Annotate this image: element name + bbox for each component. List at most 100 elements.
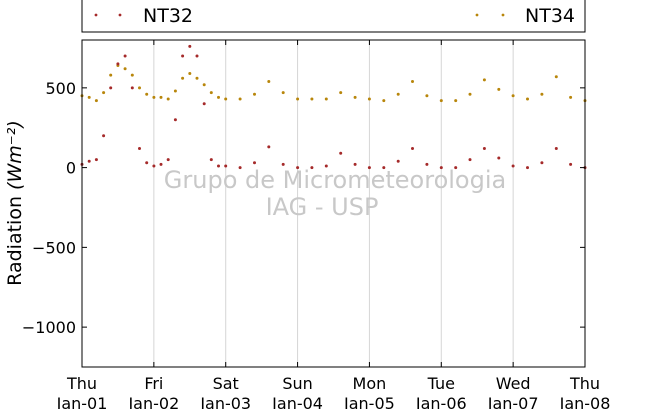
point-nt34-26	[310, 97, 314, 101]
x-tick-day: Thu	[569, 374, 600, 393]
point-nt34-27	[324, 97, 328, 101]
y-tick-label: −1000	[22, 318, 76, 337]
point-nt34-44	[569, 95, 573, 99]
point-nt32-33	[411, 147, 414, 150]
legend-label-nt32: NT32	[143, 5, 193, 27]
point-nt32-13	[173, 118, 177, 122]
point-nt34-33	[411, 80, 414, 83]
x-axis: ThuJan-01FriJan-02SatJan-03SunJan-04MonJ…	[56, 40, 611, 409]
point-nt32-8	[138, 147, 141, 150]
point-nt32-18	[209, 158, 213, 162]
point-nt34-9	[145, 92, 149, 96]
legend-label-nt34: NT34	[525, 5, 575, 27]
point-nt34-24	[281, 91, 285, 95]
y-tick-label: −500	[32, 238, 76, 257]
point-nt32-27	[324, 164, 328, 168]
x-tick-day: Fri	[144, 374, 163, 393]
watermark-line-1: Grupo de Micrometeorologia	[164, 166, 506, 194]
point-nt32-6	[123, 54, 127, 58]
y-axis: 500 0 −500 −1000	[22, 79, 585, 337]
legend-marker-nt34	[475, 13, 479, 17]
point-nt34-32	[396, 92, 400, 96]
point-nt34-28	[339, 91, 343, 95]
point-nt34-35	[439, 99, 443, 103]
point-nt32-37	[468, 158, 472, 162]
point-nt34-40	[511, 94, 515, 98]
point-nt32-30	[367, 166, 371, 170]
point-nt32-35	[439, 166, 443, 170]
point-nt32-21	[238, 166, 242, 170]
point-nt32-31	[382, 166, 386, 170]
x-tick-date: Jan-07	[487, 394, 539, 409]
point-nt34-16	[195, 76, 199, 80]
point-nt34-41	[526, 97, 529, 101]
point-nt34-34	[425, 94, 429, 98]
plot-frame	[81, 39, 586, 368]
point-nt34-37	[468, 92, 472, 96]
point-nt34-14	[181, 76, 185, 80]
point-nt34-8	[138, 86, 141, 90]
point-nt32-14	[181, 54, 185, 58]
legend-marker-nt32	[118, 13, 122, 17]
point-nt32-17	[202, 102, 206, 106]
point-nt34-19	[217, 95, 220, 99]
point-nt32-3	[102, 134, 106, 138]
x-tick-day: Tue	[427, 374, 455, 393]
point-nt34-15	[188, 72, 192, 75]
point-nt32-41	[526, 166, 529, 170]
x-tick-day: Thu	[66, 374, 97, 393]
x-tick-day: Sun	[282, 374, 312, 393]
point-nt34-21	[238, 97, 242, 101]
point-nt32-24	[281, 162, 285, 166]
point-nt32-5	[116, 62, 120, 66]
y-axis-label: Radiation (Wm⁻²)	[4, 120, 26, 286]
point-nt32-10	[152, 164, 156, 168]
x-tick-day: Sat	[213, 374, 239, 393]
legend-box	[81, 0, 586, 33]
point-nt32-38	[482, 147, 486, 150]
scatter-points	[80, 44, 587, 170]
legend-entry-nt32: NT32	[94, 5, 193, 27]
point-nt34-43	[554, 75, 558, 79]
point-nt32-7	[130, 86, 134, 90]
x-tick-date: Jan-04	[271, 394, 323, 409]
legend-marker-nt32	[94, 13, 98, 17]
point-nt32-22	[253, 161, 256, 165]
point-nt34-36	[454, 99, 458, 103]
x-tick-date: Jan-01	[56, 394, 108, 409]
point-nt32-1	[87, 159, 91, 163]
point-nt34-12	[166, 97, 170, 101]
point-nt32-20	[224, 164, 228, 168]
point-nt32-4	[109, 86, 113, 90]
x-tick-date: Jan-02	[127, 394, 179, 409]
point-nt34-1	[87, 95, 91, 99]
point-nt32-36	[454, 166, 458, 170]
point-nt32-42	[540, 161, 544, 165]
y-axis-label-unit: (Wm⁻²)	[4, 120, 26, 190]
point-nt32-16	[195, 54, 199, 58]
x-tick-date: Jan-06	[415, 394, 467, 409]
x-tick-date: Jan-08	[559, 394, 611, 409]
point-nt34-6	[123, 67, 127, 71]
y-tick-label: 500	[45, 79, 76, 98]
point-nt32-43	[554, 147, 558, 150]
x-tick-day: Mon	[353, 374, 387, 393]
y-tick-label: 0	[66, 159, 76, 178]
point-nt32-32	[396, 159, 400, 163]
point-nt32-40	[511, 164, 515, 168]
point-nt34-7	[130, 73, 134, 77]
point-nt32-25	[296, 166, 300, 170]
point-nt34-17	[202, 83, 206, 87]
point-nt32-9	[145, 161, 149, 165]
legend-entry-nt34: NT34	[475, 5, 575, 27]
point-nt34-25	[296, 97, 300, 101]
point-nt34-38	[482, 78, 486, 82]
point-nt34-10	[152, 95, 156, 99]
x-tick-day: Wed	[496, 374, 531, 393]
legend-marker-nt34	[501, 13, 505, 17]
point-nt34-29	[353, 95, 357, 99]
point-nt32-28	[339, 151, 343, 155]
y-axis-label-text: Radiation	[4, 196, 26, 286]
point-nt34-22	[253, 92, 256, 96]
point-nt32-26	[310, 166, 314, 170]
